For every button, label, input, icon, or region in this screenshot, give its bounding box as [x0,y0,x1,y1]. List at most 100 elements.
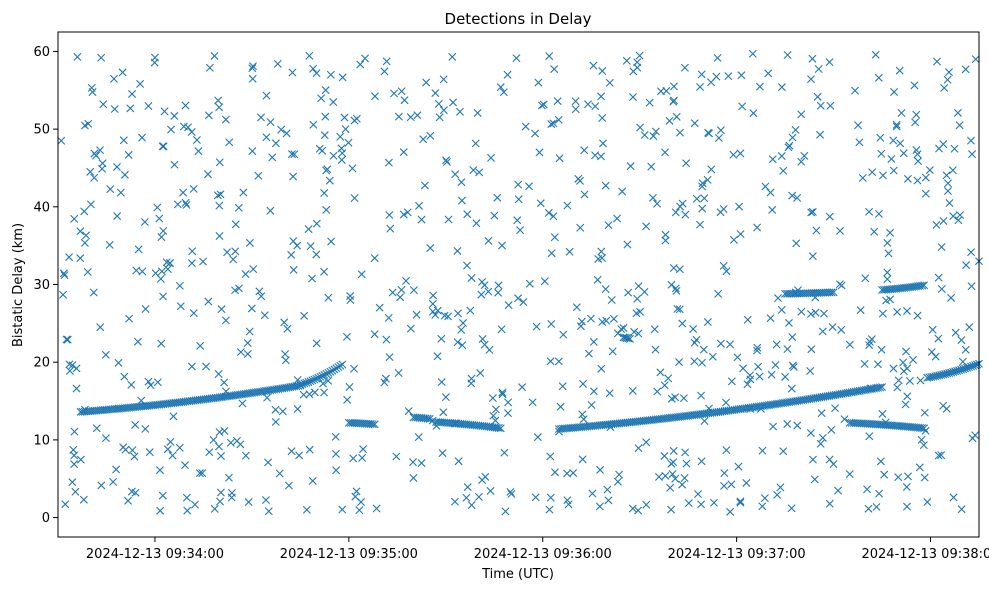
data-point [736,497,745,506]
data-point [340,113,349,122]
data-point [703,318,712,327]
data-point [826,101,835,110]
data-point [409,473,418,482]
data-point [80,238,89,247]
data-point [382,335,391,344]
data-point [605,78,614,87]
data-point [312,250,321,259]
data-point [738,102,747,111]
data-point [473,108,482,117]
data-point [546,493,555,502]
data-point [589,387,598,396]
data-point [321,86,330,95]
data-point [338,73,347,82]
data-point [141,424,150,433]
data-point [808,252,817,261]
data-point [797,307,806,316]
data-point [923,498,932,507]
data-point [876,457,885,466]
data-point [306,377,315,386]
data-point [669,82,678,91]
data-point [578,455,587,464]
data-point [726,340,735,349]
data-point [937,243,946,252]
data-point [535,148,544,157]
data-point [787,384,796,393]
data-point [754,362,763,371]
data-point [707,165,716,174]
data-point [607,296,616,305]
data-point [558,382,567,391]
data-point [710,498,718,507]
data-point [189,309,198,318]
data-point [768,155,777,164]
data-point [746,375,755,384]
data-point [239,188,248,197]
data-point [854,121,863,130]
data-point [884,249,893,258]
data-point [654,472,663,481]
data-point [399,148,408,157]
data-point [331,449,340,458]
data-point [498,390,507,399]
data-point [245,238,254,247]
data-point [748,49,757,58]
data-point [779,166,788,175]
data-point [634,329,643,338]
data-point [497,325,506,334]
data-point [138,133,147,142]
data-point [878,409,887,418]
data-point [63,335,72,344]
data-point [146,381,155,390]
data-point [336,132,345,141]
data-point [939,216,948,225]
data-point [244,498,253,507]
data-point [428,307,437,316]
data-point [537,101,546,110]
data-point [761,182,770,191]
data-point [437,334,446,343]
data-point [705,129,714,138]
data-point [955,121,964,130]
data-point [669,264,678,272]
data-point [156,506,165,515]
data-point [957,336,966,345]
x-axis: 2024-12-13 09:34:00 2024-12-13 09:35:00 20… [86,537,989,562]
data-point [949,493,958,502]
data-point [571,97,580,106]
data-point [169,412,178,421]
data-point [601,181,610,190]
data-point [409,458,417,467]
data-point [494,288,503,297]
data-point [380,378,389,387]
data-point [679,394,688,403]
data-point [210,504,219,513]
data-point [384,313,393,322]
data-point [622,56,631,65]
data-point [289,172,298,181]
data-point [320,267,329,276]
data-point [642,222,651,231]
data-point [332,364,341,373]
data-point [406,324,415,333]
data-point [766,188,775,197]
data-point [758,502,767,511]
data-point [651,345,660,354]
data-point [273,59,282,68]
data-point [927,347,936,356]
data-point [248,147,257,156]
data-point [621,333,630,342]
data-point [818,327,827,336]
data-point [234,284,243,293]
data-point [170,160,179,169]
data-point [797,110,806,119]
data-point [97,53,106,62]
data-point [720,481,729,490]
data-point [282,129,291,138]
data-point [225,138,234,147]
data-point [962,261,971,270]
data-point [913,311,922,320]
data-point [214,369,223,378]
data-point [350,194,359,203]
data-point [501,507,510,516]
